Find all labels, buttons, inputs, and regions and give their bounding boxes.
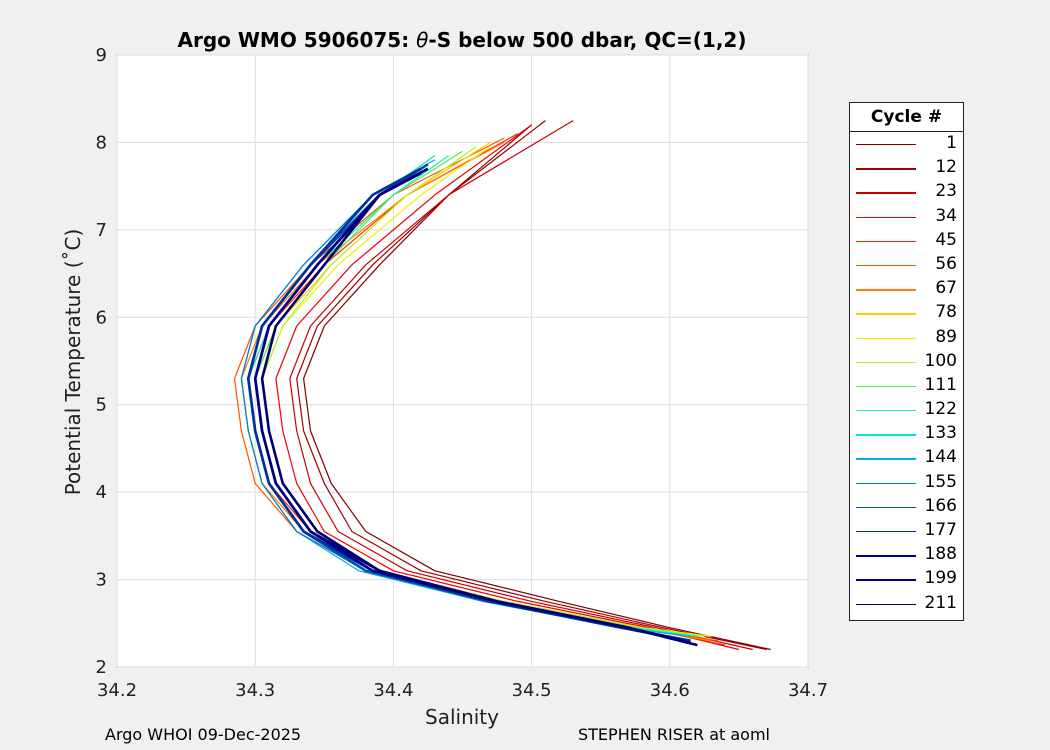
legend-item: 177 [850,519,963,543]
legend-label: 111 [924,374,957,395]
x-axis-label: Salinity [425,705,499,729]
legend: Cycle # 1 12 23 34 45 56 67 78 89 100 111 122 133 144… [849,102,964,621]
legend-swatch [856,531,916,533]
footer-right: STEPHEN RISER at aoml [578,725,770,744]
legend-label: 89 [935,326,957,347]
legend-label: 188 [924,544,957,565]
legend-label: 56 [935,253,957,274]
y-tick-label: 5 [96,395,107,416]
legend-swatch [856,192,916,194]
legend-item: 122 [850,398,963,422]
legend-label: 199 [924,568,957,589]
legend-swatch [856,506,916,509]
legend-swatch [856,482,916,485]
x-tick-label: 34.4 [373,680,413,701]
legend-label: 122 [924,399,957,420]
legend-swatch [856,458,916,460]
legend-item: 111 [850,374,963,398]
legend-item: 12 [850,156,963,180]
legend-swatch [856,434,916,436]
legend-swatch [856,168,916,170]
legend-label: 177 [924,520,957,540]
legend-swatch [856,289,916,291]
legend-item: 188 [850,543,963,567]
series-line-34 [275,124,740,651]
y-tick-label: 3 [96,570,107,591]
legend-swatch [856,337,916,339]
legend-label: 144 [924,447,957,468]
legend-label: 23 [935,181,957,202]
legend-item: 133 [850,422,963,446]
series-line-1 [303,124,771,651]
legend-item: 89 [850,326,963,350]
legend-swatch [856,361,916,364]
y-tick-label: 8 [96,132,107,153]
y-tick-label: 6 [96,307,107,328]
legend-rows: 1 12 23 34 45 56 67 78 89 100 111 122 133 144 155 166 17… [850,132,963,616]
x-tick-label: 34.6 [650,680,690,701]
x-tick-label: 34.2 [97,680,137,701]
legend-item: 56 [850,253,963,277]
legend-swatch [856,555,916,557]
legend-item: 67 [850,277,963,301]
series-line-23 [289,120,753,651]
legend-item: 34 [850,205,963,229]
y-axis-label: Potential Temperature (˚C) [61,229,85,496]
legend-item: 23 [850,180,963,204]
y-tick-label: 9 [96,45,107,66]
legend-item: 45 [850,229,963,253]
x-tick-label: 34.5 [512,680,552,701]
legend-item: 78 [850,301,963,325]
plot-area [116,54,809,668]
legend-swatch [856,240,916,243]
legend-item: 1 [850,132,963,156]
legend-swatch [856,264,916,267]
series-group [233,120,771,651]
series-line-211 [260,171,698,647]
legend-label: 67 [935,278,957,299]
legend-swatch [856,579,916,581]
legend-label: 1 [946,133,957,153]
legend-item: 155 [850,471,963,495]
legend-swatch [856,144,916,146]
legend-swatch [856,313,916,315]
y-tick-label: 2 [96,657,107,678]
legend-label: 78 [935,302,957,323]
legend-label: 133 [924,423,957,444]
legend-item: 100 [850,350,963,374]
legend-item: 144 [850,446,963,470]
legend-item: 211 [850,592,963,616]
series-line-177 [247,167,691,643]
x-tick-label: 34.3 [235,680,275,701]
legend-label: 166 [924,495,957,516]
legend-label: 211 [924,592,957,613]
grid-lines [116,54,809,668]
x-tick-labels: 34.2 34.3 34.4 34.5 34.6 34.7 [97,680,828,701]
legend-label: 100 [924,350,957,371]
legend-label: 155 [924,471,957,492]
legend-label: 45 [935,229,957,250]
legend-swatch [856,410,916,412]
legend-swatch [856,216,916,218]
y-tick-labels: 2 3 4 5 6 7 8 9 [96,45,107,678]
legend-swatch [856,603,916,605]
legend-title: Cycle # [850,103,963,132]
legend-swatch [856,385,916,388]
y-tick-label: 4 [96,482,107,503]
footer-left: Argo WHOI 09-Dec-2025 [105,725,302,744]
y-tick-label: 7 [96,220,107,241]
chart-title: Argo WMO 5906075: θ-S below 500 dbar, QC… [178,28,747,52]
series-line-12 [296,120,767,651]
legend-label: 12 [935,157,957,178]
legend-item: 199 [850,567,963,591]
x-tick-label: 34.7 [788,680,828,701]
legend-item: 166 [850,495,963,519]
legend-label: 34 [935,205,957,226]
